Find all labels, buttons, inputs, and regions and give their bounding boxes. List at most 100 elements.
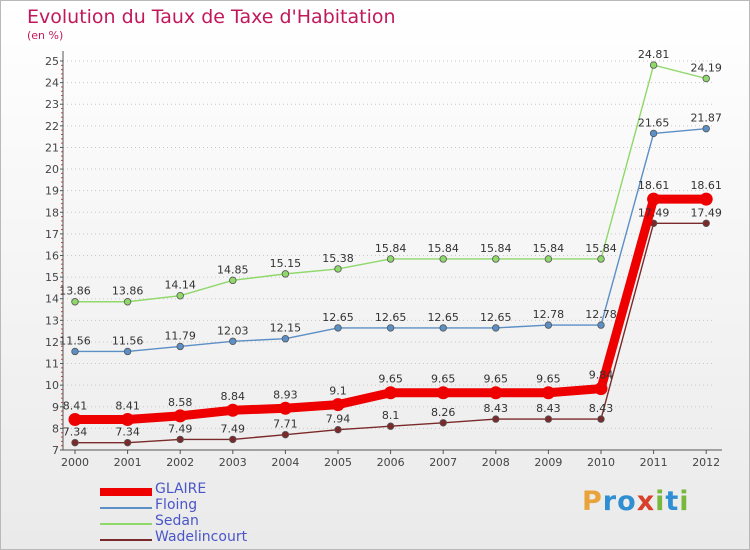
data-label: 11.79	[164, 329, 196, 342]
data-label: 15.84	[375, 242, 407, 255]
x-tick-label: 2008	[482, 456, 510, 469]
data-label: 8.41	[63, 400, 88, 413]
data-label: 24.19	[690, 62, 722, 75]
legend-swatch	[100, 539, 152, 541]
data-point	[123, 438, 132, 447]
data-label: 12.78	[585, 308, 617, 321]
legend-swatch	[100, 488, 152, 496]
data-point	[544, 321, 553, 329]
data-point	[649, 129, 658, 138]
data-point	[71, 438, 79, 447]
data-point	[386, 255, 395, 263]
data-point	[229, 276, 237, 285]
x-tick-label: 2006	[377, 456, 405, 469]
data-point	[229, 435, 237, 444]
data-point	[702, 124, 710, 133]
data-label: 9.65	[378, 373, 403, 386]
logo-letter: o	[617, 486, 637, 517]
y-tick-label: 25	[45, 55, 59, 68]
data-point	[647, 192, 661, 206]
data-point	[541, 386, 555, 400]
data-label: 9.65	[484, 373, 509, 386]
data-label: 12.15	[270, 322, 302, 335]
legend-label: Sedan	[155, 513, 199, 529]
data-point	[123, 347, 132, 356]
data-label: 12.03	[217, 324, 249, 337]
data-label: 14.14	[164, 279, 196, 292]
data-label: 9.1	[329, 385, 347, 398]
data-point	[699, 192, 713, 206]
data-label: 14.85	[217, 263, 249, 276]
data-point	[492, 415, 500, 423]
unit-label: (en %)	[27, 29, 64, 42]
legend-swatch	[100, 507, 152, 509]
data-label: 17.49	[690, 206, 722, 219]
y-tick-label: 12	[45, 336, 59, 349]
data-label: 15.84	[585, 242, 617, 255]
x-tick-label: 2012	[692, 456, 720, 469]
data-point	[229, 337, 237, 345]
x-tick-label: 2001	[114, 456, 142, 469]
data-point	[123, 298, 132, 306]
data-point	[176, 342, 184, 351]
data-point	[71, 298, 79, 306]
data-point	[281, 270, 290, 278]
y-tick-label: 9	[52, 401, 59, 414]
data-label: 12.65	[375, 311, 407, 324]
x-tick-label: 2010	[587, 456, 615, 469]
x-tick-label: 2003	[219, 456, 247, 469]
y-tick-label: 15	[45, 271, 59, 284]
data-label: 9.84	[589, 369, 614, 382]
data-label: 15.15	[270, 257, 302, 270]
data-point	[281, 430, 290, 439]
x-tick-label: 2007	[429, 456, 457, 469]
data-label: 7.71	[273, 418, 298, 431]
data-label: 8.1	[382, 409, 400, 422]
data-label: 8.43	[589, 402, 614, 415]
y-tick-label: 7	[52, 444, 59, 457]
data-point	[334, 425, 342, 434]
data-label: 8.93	[273, 388, 298, 401]
data-point	[176, 435, 184, 444]
data-point	[226, 403, 240, 417]
y-tick-label: 16	[45, 250, 59, 263]
data-label: 17.49	[638, 206, 670, 219]
data-point	[702, 74, 710, 83]
data-label: 15.38	[322, 252, 354, 265]
y-tick-label: 21	[45, 141, 59, 154]
y-tick-label: 24	[45, 77, 59, 90]
data-label: 7.49	[168, 422, 193, 435]
data-point	[68, 413, 82, 427]
x-tick-label: 2004	[271, 456, 299, 469]
data-label: 15.84	[427, 242, 459, 255]
data-point	[439, 324, 447, 332]
data-label: 8.84	[221, 390, 246, 403]
logo-letter: t	[665, 486, 680, 517]
y-tick-label: 19	[45, 185, 59, 198]
data-point	[331, 398, 345, 412]
legend-label: Floing	[155, 497, 198, 513]
data-label: 13.86	[112, 285, 144, 298]
data-label: 15.84	[533, 242, 565, 255]
data-label: 9.65	[431, 373, 456, 386]
legend-label: Wadelincourt	[155, 529, 248, 545]
legend-swatch	[100, 523, 152, 525]
data-point	[384, 386, 398, 400]
data-label: 8.26	[431, 406, 456, 419]
logo-letter: P	[582, 486, 603, 517]
y-tick-label: 17	[45, 228, 59, 241]
logo-letter: i	[679, 486, 690, 517]
data-label: 8.43	[484, 402, 509, 415]
y-tick-label: 20	[45, 163, 59, 176]
data-point	[176, 291, 184, 300]
data-label: 8.41	[115, 400, 140, 413]
data-point	[334, 324, 342, 332]
data-point	[544, 415, 553, 423]
data-point	[71, 347, 79, 356]
data-label: 21.87	[690, 112, 722, 125]
data-label: 12.65	[480, 311, 512, 324]
data-label: 12.65	[322, 311, 354, 324]
data-label: 12.65	[427, 311, 459, 324]
y-tick-label: 10	[45, 379, 59, 392]
